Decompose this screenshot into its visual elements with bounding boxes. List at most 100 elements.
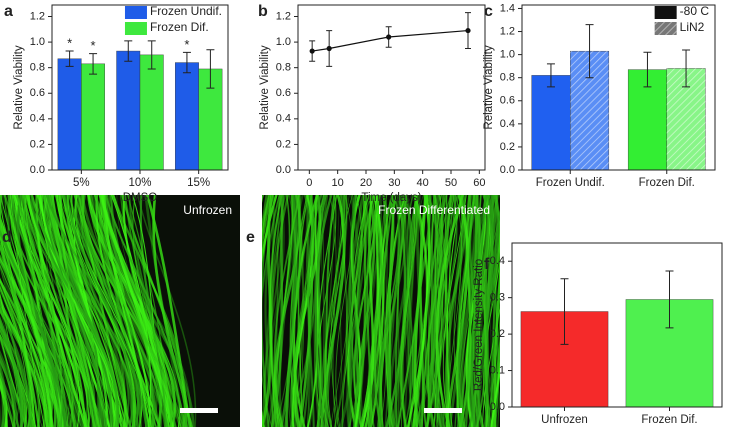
- chart: f 0.0 0.1 0.2 0.3 0.4 Unfrozen Frozen Dif. Red/G…: [473, 242, 723, 426]
- bar: [57, 58, 82, 171]
- y-tick-label: 0.1: [490, 364, 505, 376]
- error-bar: [182, 51, 191, 74]
- y-tick-label: 0.0: [30, 164, 45, 176]
- x-tick-label: 5%: [73, 177, 90, 189]
- plot-frame: [511, 242, 723, 408]
- legend-swatch: [654, 6, 677, 19]
- y-tick-label: 0.6: [500, 95, 515, 107]
- y-axis-title: Relative Viability: [13, 45, 25, 129]
- scale-bar: [180, 408, 218, 413]
- error-bar: [665, 270, 674, 329]
- y-tick-label: 0.3: [490, 292, 505, 304]
- x-tick-label: 40: [417, 177, 429, 189]
- y-tick-label: 0.2: [490, 328, 505, 340]
- legend: -80 C LiN2: [654, 4, 710, 35]
- x-tick-label: Frozen Dif.: [641, 414, 697, 426]
- point: [465, 27, 471, 34]
- legend-label: Frozen Undif.: [150, 4, 222, 18]
- y-tick-label: 0.8: [276, 62, 291, 74]
- x-tick-label: Frozen Undif.: [536, 177, 605, 189]
- point: [309, 48, 315, 54]
- chart: c 0.0 0.2 0.4 0.6 0.8 1.0 1.2 1.4 Frozen Undif. Fr…: [483, 2, 716, 189]
- y-tick-label: 0.0: [500, 164, 515, 176]
- y-tick-label: 0.2: [500, 141, 515, 153]
- significance-mark: *: [67, 35, 72, 50]
- y-tick-label: 1.0: [276, 36, 291, 48]
- significance-mark: *: [91, 38, 96, 53]
- error-bar: [546, 63, 555, 88]
- micrograph: [262, 195, 500, 427]
- y-tick-label: 1.4: [500, 2, 515, 14]
- panel-letter: f: [484, 256, 490, 273]
- x-tick-label: 60: [473, 177, 485, 189]
- plot-frame: [521, 4, 716, 171]
- point: [386, 34, 392, 40]
- panel-letter: e: [246, 229, 255, 246]
- y-axis-title: Relative Viability: [483, 45, 495, 129]
- y-tick-label: 0.4: [490, 255, 505, 267]
- x-tick-label: 10%: [128, 177, 151, 189]
- legend-label: Frozen Dif.: [150, 20, 209, 34]
- plot-frame: [297, 4, 486, 171]
- legend-label: -80 C: [680, 4, 710, 18]
- bar: [81, 63, 106, 171]
- y-tick-label: 0.4: [276, 113, 291, 125]
- plot-frame: [51, 4, 229, 171]
- legend-hatch: [654, 22, 677, 35]
- image-label: Frozen Differentiated: [378, 203, 490, 217]
- panel-letter: c: [484, 3, 493, 20]
- bar: [139, 54, 164, 171]
- y-tick-label: 0.6: [276, 87, 291, 99]
- chart: a 0.0 0.2 0.4 0.6 0.8 1.0 1.2 * * * 5% 10% 15% Relativ…: [4, 3, 229, 204]
- legend-swatch: [124, 6, 147, 19]
- bar: [531, 75, 571, 171]
- bar: [174, 62, 199, 171]
- error-bar: [89, 53, 98, 75]
- panel-letter: d: [2, 229, 12, 246]
- chart: b 0.0 0.2 0.4 0.6 0.8 1.0 1.2 0 10 20 30 40 50 60 Relat…: [258, 3, 486, 204]
- y-tick-label: 0.4: [500, 118, 515, 130]
- y-tick-label: 0.2: [276, 138, 291, 150]
- y-tick-label: 1.0: [500, 49, 515, 61]
- x-tick-label: 50: [445, 177, 457, 189]
- error-bar: [124, 40, 133, 62]
- y-tick-label: 1.2: [500, 25, 515, 37]
- bar: [116, 50, 141, 171]
- legend-swatch: [124, 22, 147, 35]
- significance-mark: *: [184, 37, 189, 52]
- x-tick-label: 10: [332, 177, 344, 189]
- panel-letter: b: [258, 3, 268, 20]
- point: [326, 45, 332, 52]
- x-tick-label: 0: [306, 177, 312, 189]
- image-label: Unfrozen: [183, 203, 232, 217]
- y-tick-label: 0.8: [30, 62, 45, 74]
- x-tick-label: 20: [360, 177, 372, 189]
- error-bar: [560, 278, 569, 345]
- error-bar: [147, 40, 156, 70]
- x-tick-label: 30: [388, 177, 400, 189]
- error-bar: [206, 49, 215, 89]
- x-tick-label: 15%: [187, 177, 210, 189]
- error-bar: [585, 24, 594, 79]
- y-tick-label: 0.8: [500, 72, 515, 84]
- y-tick-label: 0.0: [276, 164, 291, 176]
- panel-letter: a: [4, 3, 13, 20]
- x-tick-label: Frozen Dif.: [639, 177, 695, 189]
- x-axis-title: Time (days): [361, 192, 421, 204]
- scale-bar: [424, 408, 462, 413]
- y-tick-label: 0.4: [30, 113, 45, 125]
- error-bar: [65, 50, 74, 67]
- legend: Frozen Undif. Frozen Dif.: [124, 4, 222, 35]
- micrograph: [0, 195, 240, 427]
- y-tick-label: 0.2: [30, 138, 45, 150]
- y-axis-title: Red/Green Intensity Ratio: [473, 259, 485, 391]
- y-tick-label: 1.2: [30, 10, 45, 22]
- x-tick-label: Unfrozen: [541, 414, 588, 426]
- y-tick-label: 0.0: [490, 401, 505, 413]
- y-tick-label: 1.0: [30, 36, 45, 48]
- error-bar: [643, 51, 652, 88]
- y-tick-label: 1.2: [276, 10, 291, 22]
- y-tick-label: 0.6: [30, 87, 45, 99]
- line: [312, 29, 469, 52]
